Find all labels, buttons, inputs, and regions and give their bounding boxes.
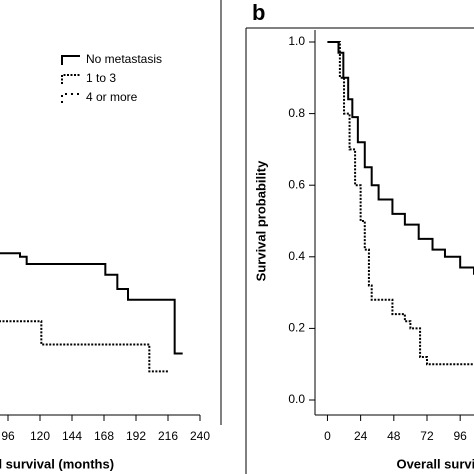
legend-label: 1 to 3 — [86, 71, 116, 85]
legend-label: No metastasis — [86, 52, 162, 66]
legend-label: 4 or more — [86, 90, 138, 104]
x-tick-label: 240 — [190, 429, 210, 443]
x-axis-title: Overall survival (months) — [396, 456, 474, 471]
x-tick-label: 96 — [453, 429, 467, 443]
x-tick-label: 192 — [126, 429, 146, 443]
survival-curve — [0, 320, 170, 373]
x-tick-label: 72 — [420, 429, 434, 443]
y-tick-label: 0.0 — [288, 392, 305, 406]
survival-curve — [327, 41, 474, 366]
x-tick-label: 0 — [324, 429, 331, 443]
x-tick-label: 168 — [94, 429, 114, 443]
x-tick-label: 48 — [387, 429, 401, 443]
x-tick-label: 96 — [1, 429, 15, 443]
survival-curve — [327, 41, 474, 275]
y-axis-title: Survival probability — [253, 160, 268, 281]
legend-swatch — [61, 93, 80, 103]
legend-swatch — [61, 55, 80, 65]
y-tick-label: 1.0 — [288, 34, 305, 48]
y-tick-label: 0.4 — [288, 249, 305, 263]
x-axis-title: Overall survival (months) — [0, 456, 114, 471]
panel-label: b — [252, 0, 265, 25]
x-tick-label: 144 — [62, 429, 82, 443]
x-tick-label: 24 — [354, 429, 368, 443]
survival-curve — [0, 252, 183, 355]
y-tick-label: 0.6 — [288, 177, 305, 191]
y-tick-label: 0.2 — [288, 321, 305, 335]
y-tick-label: 0.8 — [288, 106, 305, 120]
x-tick-label: 120 — [30, 429, 50, 443]
legend-swatch — [61, 74, 80, 84]
x-tick-label: 216 — [158, 429, 178, 443]
